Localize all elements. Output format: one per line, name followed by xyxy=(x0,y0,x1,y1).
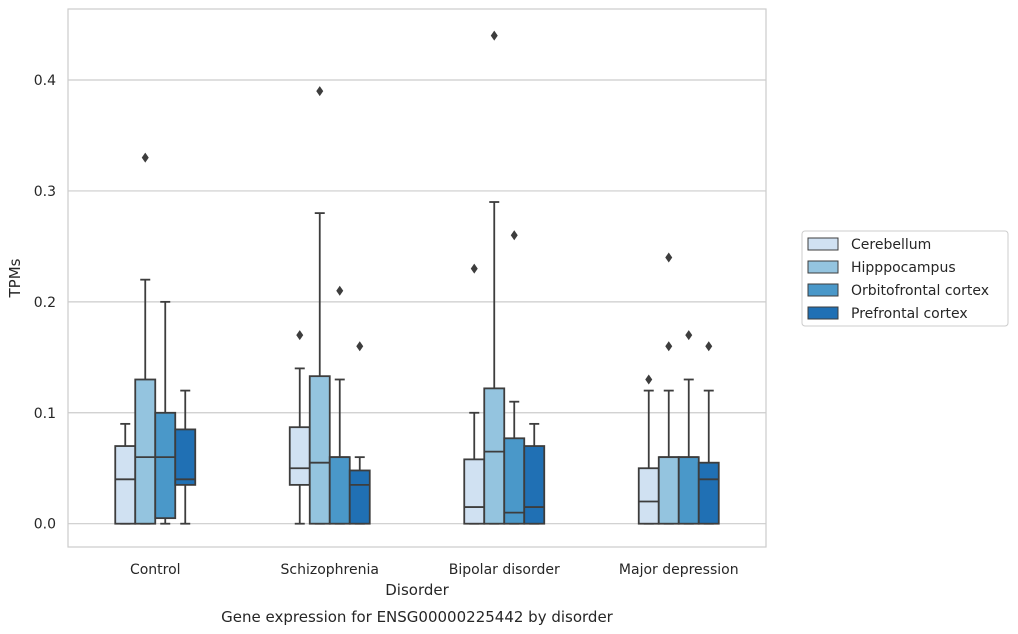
outlier-point xyxy=(316,86,324,97)
legend-label: Cerebellum xyxy=(851,237,931,253)
outlier-point xyxy=(510,230,518,241)
x-tick-label: Schizophrenia xyxy=(281,562,379,578)
box-iqr xyxy=(134,378,157,525)
box-cerebellum xyxy=(288,330,311,525)
y-axis-ticks: 0.0 0.1 0.2 0.3 0.4 xyxy=(34,73,56,533)
legend: Cerebellum Hipppocampus Orbitofrontal cort… xyxy=(801,230,1009,327)
box-orbitofrontal-cortex xyxy=(154,300,177,525)
outlier-point xyxy=(141,152,149,163)
box-groups xyxy=(114,30,720,525)
box-iqr xyxy=(308,375,331,525)
box-orbitofrontal-cortex xyxy=(677,330,700,525)
box-iqr xyxy=(463,458,486,525)
outlier-point xyxy=(336,285,344,296)
chart-caption: Gene expression for ENSG00000225442 by d… xyxy=(221,608,614,626)
x-axis-ticks: Control Schizophrenia Bipolar disorder Majo… xyxy=(130,562,739,578)
outlier-point xyxy=(470,263,478,274)
outlier-point xyxy=(665,252,673,263)
box-prefrontal-cortex xyxy=(174,389,197,525)
outlier-point xyxy=(665,341,673,352)
box-iqr xyxy=(348,469,371,525)
outlier-point xyxy=(645,374,653,385)
legend-label: Prefrontal cortex xyxy=(851,306,968,322)
box-iqr xyxy=(154,411,177,520)
box-iqr xyxy=(637,467,660,525)
box-iqr xyxy=(503,437,526,525)
box-iqr xyxy=(657,456,680,525)
y-tick-label: 0.0 xyxy=(34,517,56,533)
x-axis-label: Disorder xyxy=(385,581,449,599)
box-cerebellum xyxy=(637,374,660,525)
outlier-point xyxy=(356,341,364,352)
legend-label: Hipppocampus xyxy=(851,260,956,276)
legend-label: Orbitofrontal cortex xyxy=(851,283,989,299)
x-tick-label: Bipolar disorder xyxy=(449,562,560,578)
x-tick-label: Major depression xyxy=(619,562,739,578)
legend-swatch xyxy=(807,237,839,251)
outlier-point xyxy=(705,341,713,352)
legend-swatch xyxy=(807,260,839,274)
y-tick-label: 0.2 xyxy=(34,295,56,311)
box-iqr xyxy=(114,445,137,525)
box-iqr xyxy=(697,461,720,525)
box-prefrontal-cortex xyxy=(697,341,720,525)
y-axis-label: TPMs xyxy=(6,258,24,298)
outlier-point xyxy=(490,30,498,41)
box-hipppocampus xyxy=(134,152,157,525)
outlier-point xyxy=(685,330,693,341)
box-iqr xyxy=(288,426,311,486)
box-iqr xyxy=(483,387,506,525)
box-hipppocampus xyxy=(483,30,506,525)
box-prefrontal-cortex xyxy=(523,422,546,525)
box-orbitofrontal-cortex xyxy=(503,230,526,525)
legend-swatch xyxy=(807,283,839,297)
legend-swatch xyxy=(807,306,839,320)
box-iqr xyxy=(523,445,546,525)
box-iqr xyxy=(328,456,351,525)
legend-frame xyxy=(801,230,1009,327)
y-tick-label: 0.3 xyxy=(34,184,56,200)
box-iqr xyxy=(677,456,700,525)
box-iqr xyxy=(174,428,197,486)
box-hipppocampus xyxy=(308,86,331,525)
y-tick-label: 0.4 xyxy=(34,73,56,89)
plot-area-frame xyxy=(67,8,767,548)
box-cerebellum xyxy=(463,263,486,525)
box-orbitofrontal-cortex xyxy=(328,285,351,525)
x-tick-label: Control xyxy=(130,562,181,578)
box-cerebellum xyxy=(114,422,137,525)
y-tick-label: 0.1 xyxy=(34,406,56,422)
box-prefrontal-cortex xyxy=(348,341,371,525)
box-hipppocampus xyxy=(657,252,680,525)
outlier-point xyxy=(296,330,304,341)
